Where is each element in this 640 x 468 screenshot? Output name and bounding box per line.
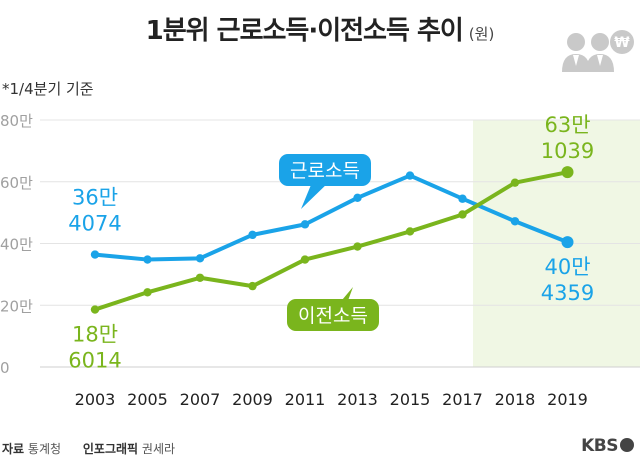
- data-point: [458, 210, 467, 219]
- data-point: [195, 273, 205, 282]
- source-value: 통계청: [27, 442, 62, 456]
- series-line-1: [94, 170, 568, 312]
- credit-label: 인포그래픽: [82, 442, 139, 456]
- data-point: [405, 227, 415, 236]
- data-point: [248, 230, 257, 240]
- legend-callout-label: 이전소득: [298, 305, 368, 327]
- data-point: [510, 217, 520, 226]
- data-point: [143, 288, 152, 297]
- series-lines: [94, 170, 569, 312]
- legend-callout-label: 근로소득: [290, 160, 360, 182]
- data-point: [195, 254, 205, 263]
- value-label: 63만: [544, 113, 590, 137]
- data-point: [248, 281, 257, 291]
- data-point: [90, 250, 100, 259]
- credit-value: 권세라: [141, 442, 176, 456]
- value-label: 4359: [541, 281, 594, 305]
- brand-text: KBS: [581, 436, 618, 456]
- x-tick-label: 2018: [495, 390, 536, 409]
- y-tick-label: 80만: [0, 112, 33, 130]
- data-point: [90, 305, 100, 314]
- y-tick-label: 0: [0, 359, 10, 377]
- data-point: [510, 178, 520, 187]
- chart-title: 1분위 근로소득·이전소득 추이 (원): [0, 10, 640, 47]
- data-point: [561, 236, 574, 249]
- footer-credits: 자료 통계청 인포그래픽 권세라: [2, 440, 175, 457]
- y-tick-label: 60만: [0, 174, 33, 192]
- y-tick-label: 40만: [0, 236, 33, 254]
- data-point: [458, 194, 467, 203]
- kbs-logo: KBS: [581, 436, 634, 456]
- people-with-won-icon: ₩: [562, 30, 634, 72]
- won-symbol: ₩: [614, 35, 630, 51]
- value-label: 4074: [68, 212, 121, 236]
- legend-callout: 이전소득: [287, 287, 379, 331]
- kbs-logo-icon: [620, 438, 634, 452]
- x-tick-label: 2019: [547, 390, 588, 409]
- x-tick-label: 2009: [232, 390, 273, 409]
- x-tick-label: 2013: [337, 390, 378, 409]
- value-label: 36만: [72, 186, 118, 210]
- source-label: 자료: [2, 442, 25, 456]
- legend-callout: 근로소득: [279, 154, 371, 209]
- y-tick-label: 20만: [0, 297, 33, 315]
- x-tick-label: 2015: [390, 390, 431, 409]
- data-point: [353, 242, 362, 251]
- unit-label: (원): [468, 25, 495, 43]
- data-point: [353, 193, 362, 203]
- x-tick-label: 2007: [180, 390, 221, 409]
- data-point: [405, 171, 415, 180]
- data-point: [300, 220, 310, 229]
- x-tick-label: 2011: [285, 390, 326, 409]
- value-label: 1039: [541, 139, 594, 163]
- y-axis-ticks: 0 20만 40만 60만 80만: [0, 112, 33, 377]
- basis-note: *1/4분기 기준: [2, 80, 94, 98]
- x-tick-label: 2003: [75, 390, 116, 409]
- x-tick-label: 2017: [442, 390, 483, 409]
- data-point: [300, 255, 310, 264]
- value-label: 6014: [68, 349, 121, 373]
- x-axis-ticks: 2003 2005 2007 2009 2011 2013 2015 2017 2018 2019: [75, 390, 588, 409]
- value-label: 18만: [72, 323, 118, 347]
- series-line-0: [94, 173, 569, 262]
- series-points: [90, 166, 574, 314]
- data-point: [561, 166, 574, 179]
- x-tick-label: 2005: [127, 390, 168, 409]
- data-point: [143, 255, 152, 264]
- value-label: 40만: [544, 255, 590, 279]
- chart-title-text: 1분위 근로소득·이전소득 추이: [145, 16, 464, 46]
